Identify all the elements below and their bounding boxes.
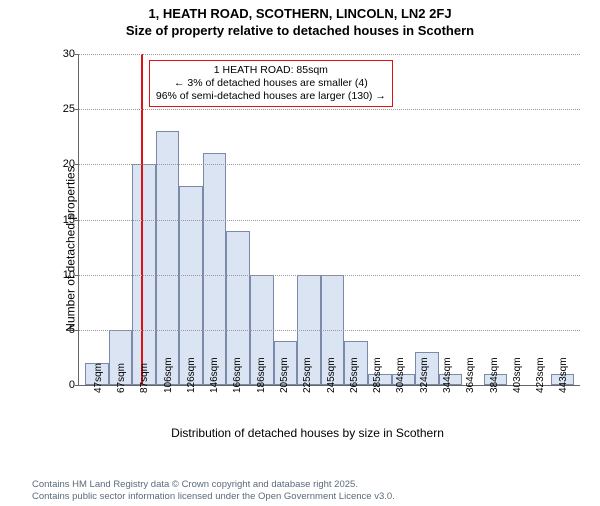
footer-line2: Contains public sector information licen… — [32, 491, 395, 502]
histogram-bar — [179, 186, 203, 385]
gridline — [79, 109, 580, 110]
y-tick-mark — [75, 330, 79, 331]
y-tick-mark — [75, 164, 79, 165]
y-tick-label: 20 — [55, 158, 75, 170]
x-axis-title: Distribution of detached houses by size … — [30, 426, 585, 440]
page-title-line1: 1, HEATH ROAD, SCOTHERN, LINCOLN, LN2 2F… — [0, 6, 600, 21]
footer-line1: Contains HM Land Registry data © Crown c… — [32, 479, 395, 490]
y-tick-label: 15 — [55, 214, 75, 226]
y-axis-title: Number of detached properties — [64, 166, 78, 331]
histogram-bar — [156, 131, 180, 385]
page-title-line2: Size of property relative to detached ho… — [0, 23, 600, 38]
y-tick-label: 25 — [55, 103, 75, 115]
gridline — [79, 220, 580, 221]
y-tick-mark — [75, 220, 79, 221]
annotation-line3: 96% of semi-detached houses are larger (… — [156, 90, 386, 103]
gridline — [79, 275, 580, 276]
annotation-box: 1 HEATH ROAD: 85sqm ← 3% of detached hou… — [149, 60, 393, 107]
y-tick-label: 0 — [55, 379, 75, 391]
y-tick-label: 30 — [55, 48, 75, 60]
plot-area: 1 HEATH ROAD: 85sqm ← 3% of detached hou… — [78, 54, 580, 386]
histogram-bar — [203, 153, 227, 385]
y-tick-label: 5 — [55, 324, 75, 336]
footer-attribution: Contains HM Land Registry data © Crown c… — [32, 479, 395, 502]
y-tick-mark — [75, 385, 79, 386]
histogram-chart: Number of detached properties 1 HEATH RO… — [30, 54, 585, 444]
y-tick-mark — [75, 275, 79, 276]
annotation-line2: ← 3% of detached houses are smaller (4) — [156, 77, 386, 90]
y-tick-mark — [75, 109, 79, 110]
gridline — [79, 330, 580, 331]
gridline — [79, 164, 580, 165]
y-tick-mark — [75, 54, 79, 55]
gridline — [79, 54, 580, 55]
annotation-line1: 1 HEATH ROAD: 85sqm — [156, 64, 386, 77]
y-tick-label: 10 — [55, 269, 75, 281]
